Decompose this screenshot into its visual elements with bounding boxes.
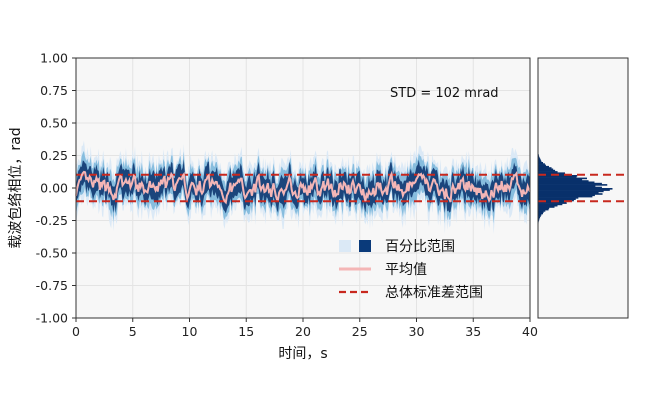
- legend-label-mean: 平均值: [385, 262, 427, 278]
- histogram-bar: [538, 169, 556, 172]
- legend: 百分比范围 平均值 总体标准差范围: [339, 238, 483, 301]
- x-ticks: 0 5 10 15 20 25 30 35 40: [72, 318, 538, 339]
- y-ticks: 1.00 0.75 0.50 0.25 0.00 -0.25 -0.50 -0.75 -1.00: [36, 51, 76, 326]
- histogram-bar: [538, 162, 544, 164]
- mean-line: [75, 170, 531, 205]
- x-tick-label: 5: [129, 324, 137, 339]
- histogram-bar: [538, 193, 603, 195]
- y-tick-label: -0.75: [36, 278, 68, 293]
- histogram-bar: [538, 204, 558, 207]
- x-tick-label: 20: [295, 324, 311, 339]
- histogram-bar: [538, 159, 541, 161]
- histogram-bar: [538, 168, 554, 171]
- histogram-bar: [538, 164, 546, 167]
- histogram-bar: [538, 172, 566, 174]
- histogram-bar: [538, 163, 545, 165]
- histogram-bar: [538, 184, 608, 186]
- histogram-bar: [538, 217, 540, 220]
- histogram-bar: [538, 186, 602, 189]
- histogram-bar: [538, 188, 613, 190]
- histogram-bar: [538, 155, 540, 158]
- histogram-bar: [538, 156, 540, 159]
- y-tick-label: 1.00: [40, 51, 68, 66]
- y-tick-label: -0.50: [36, 246, 68, 261]
- histogram-bar: [538, 210, 546, 212]
- histogram-bar: [538, 178, 583, 181]
- histogram-bar: [538, 165, 549, 168]
- legend-swatch-percentile-dark: [359, 240, 371, 252]
- y-axis-label: 载波包络相位，rad: [8, 127, 24, 248]
- histogram-bar: [538, 215, 541, 217]
- histogram-bar: [538, 189, 610, 191]
- x-tick-label: 25: [352, 324, 368, 339]
- histogram-bar: [538, 219, 540, 221]
- histogram-bar: [538, 160, 542, 163]
- legend-label-percentile: 百分比范围: [385, 238, 455, 255]
- histogram-bar: [538, 216, 541, 219]
- x-tick-label: 40: [522, 324, 538, 339]
- y-tick-label: 0.75: [40, 83, 68, 98]
- histogram-bar: [538, 176, 577, 178]
- x-tick-label: 35: [465, 324, 481, 339]
- histogram-bar: [538, 212, 543, 215]
- histogram-bar: [538, 167, 552, 169]
- histogram-bar: [538, 190, 604, 193]
- histogram-bar: [538, 195, 593, 198]
- histogram-bar: [538, 177, 588, 180]
- std-annotation: STD = 102 mrad: [390, 86, 499, 101]
- x-tick-label: 30: [409, 324, 425, 339]
- y-tick-label: -0.25: [36, 213, 68, 228]
- histogram-bar: [538, 191, 599, 194]
- x-tick-label: 10: [182, 324, 198, 339]
- x-axis-label: 时间，s: [278, 346, 327, 362]
- histogram-bars: [538, 149, 613, 228]
- histogram-bar: [538, 171, 558, 173]
- histogram-bar: [538, 211, 544, 213]
- histogram-std-lines: [538, 173, 628, 203]
- histogram-bar: [538, 158, 541, 160]
- histogram-bar: [538, 181, 595, 184]
- histogram-bar: [538, 203, 563, 206]
- histogram-frame: [537, 57, 629, 319]
- y-tick-label: -1.00: [36, 311, 68, 326]
- histogram-bar: [538, 180, 589, 182]
- histogram-bar: [538, 197, 579, 199]
- y-tick-label: 0.25: [40, 148, 68, 163]
- legend-label-std: 总体标准差范围: [385, 284, 483, 301]
- y-tick-label: 0.00: [40, 181, 68, 196]
- y-tick-label: 0.50: [40, 116, 68, 131]
- x-tick-label: 15: [238, 324, 254, 339]
- legend-swatch-percentile-light: [339, 240, 351, 252]
- histogram-bar: [538, 182, 602, 185]
- histogram-bar: [538, 206, 555, 208]
- histogram-bar: [538, 194, 595, 197]
- histogram-bar: [538, 208, 549, 211]
- histogram-bar: [538, 202, 567, 204]
- histogram-bar: [538, 175, 578, 177]
- histogram-bar: [538, 198, 576, 200]
- histogram-bar: [538, 214, 542, 216]
- x-tick-label: 0: [72, 324, 80, 339]
- histogram-bar: [538, 207, 550, 210]
- histogram-bar: [538, 185, 596, 187]
- series-lines: [75, 170, 531, 205]
